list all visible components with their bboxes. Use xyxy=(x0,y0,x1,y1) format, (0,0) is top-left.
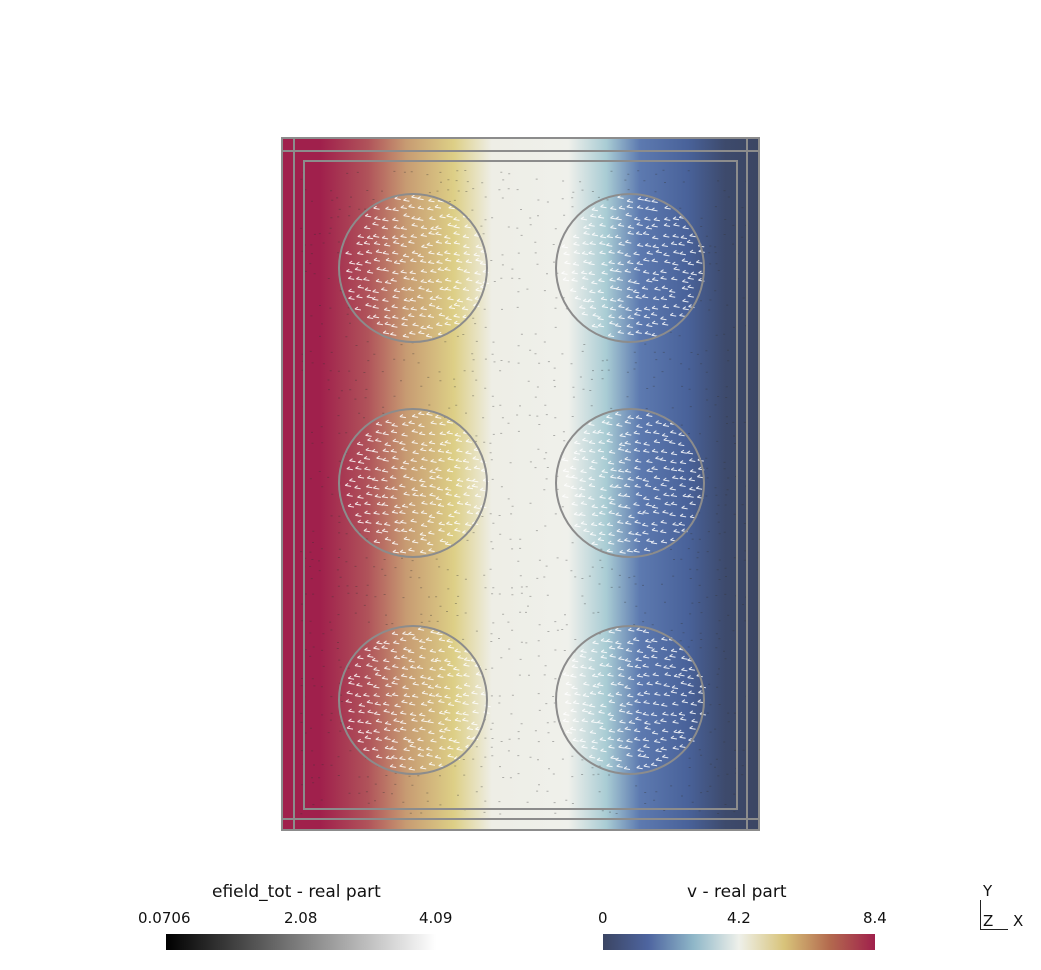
scatterer-outline xyxy=(338,193,488,343)
efield-tick-min: 0.0706 xyxy=(138,909,191,927)
domain-outline xyxy=(281,137,760,831)
v-tick-max: 8.4 xyxy=(863,909,887,927)
scatterers xyxy=(338,193,705,775)
axis-y-label: Y xyxy=(983,882,993,900)
v-legend-title: v - real part xyxy=(687,882,787,902)
axis-x-label: X xyxy=(1013,912,1024,930)
efield-tick-max: 4.09 xyxy=(419,909,453,927)
v-tick-min: 0 xyxy=(598,909,608,927)
scatterer-outline xyxy=(555,193,705,343)
efield-tick-mid: 2.08 xyxy=(284,909,318,927)
scatterer-outline xyxy=(338,408,488,558)
v-colorbar xyxy=(603,934,875,950)
efield-legend-title: efield_tot - real part xyxy=(212,882,381,902)
axis-z-label: Z xyxy=(983,912,994,930)
scatterer-outline xyxy=(338,625,488,775)
efield-colorbar xyxy=(166,934,436,950)
axes-triad: Y Z X xyxy=(978,882,1028,932)
v-tick-mid: 4.2 xyxy=(727,909,751,927)
scatterer-outline xyxy=(555,625,705,775)
scatterer-outline xyxy=(555,408,705,558)
strong-field-arrows xyxy=(344,194,706,771)
